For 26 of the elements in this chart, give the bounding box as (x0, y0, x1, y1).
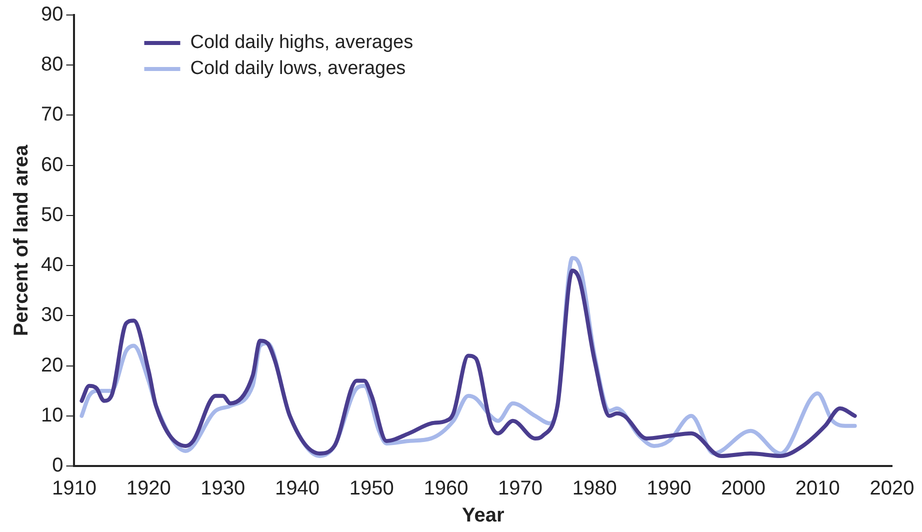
y-tick-label: 40 (40, 254, 64, 276)
x-tick-label: 1980 (572, 478, 617, 500)
x-tick-label: 1960 (424, 478, 468, 500)
x-tick-label: 1920 (126, 478, 171, 500)
x-tick-label: 2000 (721, 478, 766, 500)
x-axis-title: Year (462, 504, 504, 527)
x-tick-label: 1930 (200, 478, 246, 500)
y-tick-label: 80 (40, 54, 64, 76)
y-tick-label: 60 (40, 154, 64, 176)
y-tick-label: 10 (40, 404, 64, 426)
x-tick-label: 1910 (52, 478, 96, 500)
y-tick-label: 0 (52, 454, 64, 477)
x-tick-label: 2010 (795, 478, 840, 500)
y-tick-label: 70 (40, 104, 64, 126)
x-tick-label: 1940 (275, 478, 320, 500)
x-tick-label: 1950 (349, 478, 394, 500)
legend-label: Cold daily lows, averages (190, 58, 406, 80)
y-tick-label: 90 (40, 4, 64, 26)
y-tick-label: 30 (40, 304, 64, 326)
legend-label: Cold daily highs, averages (190, 32, 414, 54)
x-tick-label: 1990 (646, 478, 692, 500)
x-tick-label: 2020 (870, 478, 914, 500)
y-tick-label: 20 (40, 354, 64, 376)
y-axis-title: Percent of land area (10, 144, 33, 336)
x-tick-label: 1970 (498, 478, 543, 500)
y-tick-label: 50 (40, 204, 64, 226)
